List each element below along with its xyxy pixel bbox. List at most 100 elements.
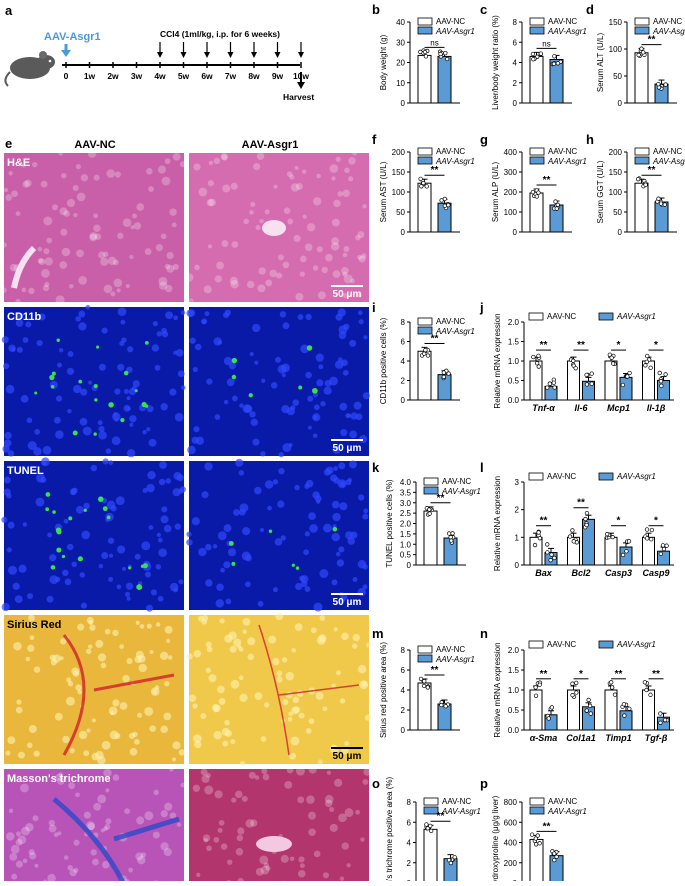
tissue-texture <box>161 515 169 523</box>
tissue-texture <box>29 852 36 859</box>
tissue-texture <box>326 467 334 475</box>
tissue-texture <box>165 311 173 319</box>
tissue-texture <box>91 753 99 761</box>
tissue-texture <box>302 170 306 174</box>
tissue-texture <box>215 414 221 420</box>
data-point <box>657 82 661 86</box>
tissue-texture <box>43 217 52 226</box>
tissue-texture <box>193 426 199 432</box>
y-tick-label: 4 <box>401 686 406 695</box>
y-tick-label: 0 <box>513 228 518 237</box>
tissue-texture <box>108 577 113 582</box>
tissue-texture <box>176 349 184 357</box>
tissue-texture <box>43 248 49 254</box>
data-point <box>663 203 667 207</box>
tissue-texture <box>219 820 225 826</box>
tissue-texture <box>239 675 244 680</box>
injection-arrow-head <box>204 52 210 58</box>
tissue-texture <box>88 381 92 385</box>
tissue-texture <box>258 601 264 607</box>
tissue-texture <box>213 705 221 713</box>
data-point <box>547 717 551 721</box>
data-point <box>537 354 541 358</box>
tissue-texture <box>142 430 146 434</box>
tissue-texture <box>13 642 22 651</box>
tissue-texture <box>7 547 12 552</box>
legend-swatch-asgr1 <box>530 807 544 814</box>
tissue-texture <box>22 181 29 188</box>
y-tick-label: 4.0 <box>400 478 412 487</box>
tissue-texture <box>192 517 200 525</box>
tissue-texture <box>345 808 354 817</box>
legend-label-nc: AAV-NC <box>436 645 465 654</box>
data-point <box>660 384 664 388</box>
data-point <box>645 688 649 692</box>
tissue-texture <box>319 569 328 578</box>
legend-swatch-asgr1 <box>599 641 613 648</box>
legend-swatch-asgr1 <box>530 157 544 164</box>
tissue-texture <box>1 287 6 292</box>
tissue-texture <box>296 183 303 190</box>
significance-label: * <box>617 340 621 351</box>
y-tick-label: 200 <box>609 148 623 157</box>
tissue-texture <box>146 484 155 493</box>
data-point <box>626 375 630 379</box>
tissue-texture <box>318 364 323 369</box>
tissue-texture <box>47 532 52 537</box>
tissue-texture <box>44 282 49 287</box>
tissue-texture <box>59 261 67 269</box>
significance-label: ** <box>437 811 445 822</box>
data-point <box>537 365 541 369</box>
y-tick-label: 150 <box>392 168 406 177</box>
tissue-texture <box>284 207 290 213</box>
tissue-texture <box>123 218 132 227</box>
scale-bar-label: 50 μm <box>333 751 362 762</box>
tissue-texture <box>363 335 367 339</box>
tissue-texture <box>233 639 241 647</box>
tissue-texture <box>153 321 158 326</box>
data-point <box>571 682 575 686</box>
tissue-texture <box>159 479 165 485</box>
x-tick-label: Casp3 <box>605 568 632 578</box>
data-point <box>574 681 578 685</box>
tissue-texture <box>67 544 74 551</box>
tissue-texture <box>311 627 317 633</box>
bar <box>605 537 617 565</box>
tissue-texture <box>289 753 296 760</box>
tissue-texture <box>208 180 214 186</box>
y-axis-label: Relative mRNA expression <box>493 313 502 408</box>
tissue-texture <box>89 234 97 242</box>
tissue-texture <box>158 277 167 286</box>
tissue-texture <box>62 570 68 576</box>
legend-swatch-nc <box>418 148 432 155</box>
tissue-texture <box>307 396 313 402</box>
tissue-texture <box>194 265 200 271</box>
x-tick-label: Bax <box>535 568 553 578</box>
tissue-texture <box>127 346 133 352</box>
bar <box>605 361 617 400</box>
tissue-texture <box>67 409 71 413</box>
tissue-texture <box>165 626 173 634</box>
tissue-texture <box>194 741 201 748</box>
micrograph-right: 50 μm <box>187 766 371 881</box>
tissue-texture <box>254 361 258 365</box>
tissue-texture <box>46 238 52 244</box>
tissue-texture <box>109 460 114 465</box>
tissue-texture <box>88 644 92 648</box>
tissue-texture <box>285 672 294 681</box>
tissue-texture <box>336 552 340 556</box>
tissue-texture <box>243 219 248 224</box>
y-axis-label: Hydroxyproline (μg/g liver) <box>491 795 500 881</box>
tissue-texture <box>63 210 69 216</box>
tissue-texture <box>195 344 202 351</box>
data-point <box>556 203 560 207</box>
tissue-texture <box>83 750 89 756</box>
data-point <box>444 51 448 55</box>
tissue-texture <box>316 354 324 362</box>
tissue-texture <box>186 539 192 545</box>
tissue-texture <box>64 855 68 859</box>
tissue-texture <box>112 630 118 636</box>
injection-arrow-head <box>298 52 304 58</box>
tissue-texture <box>342 272 347 277</box>
